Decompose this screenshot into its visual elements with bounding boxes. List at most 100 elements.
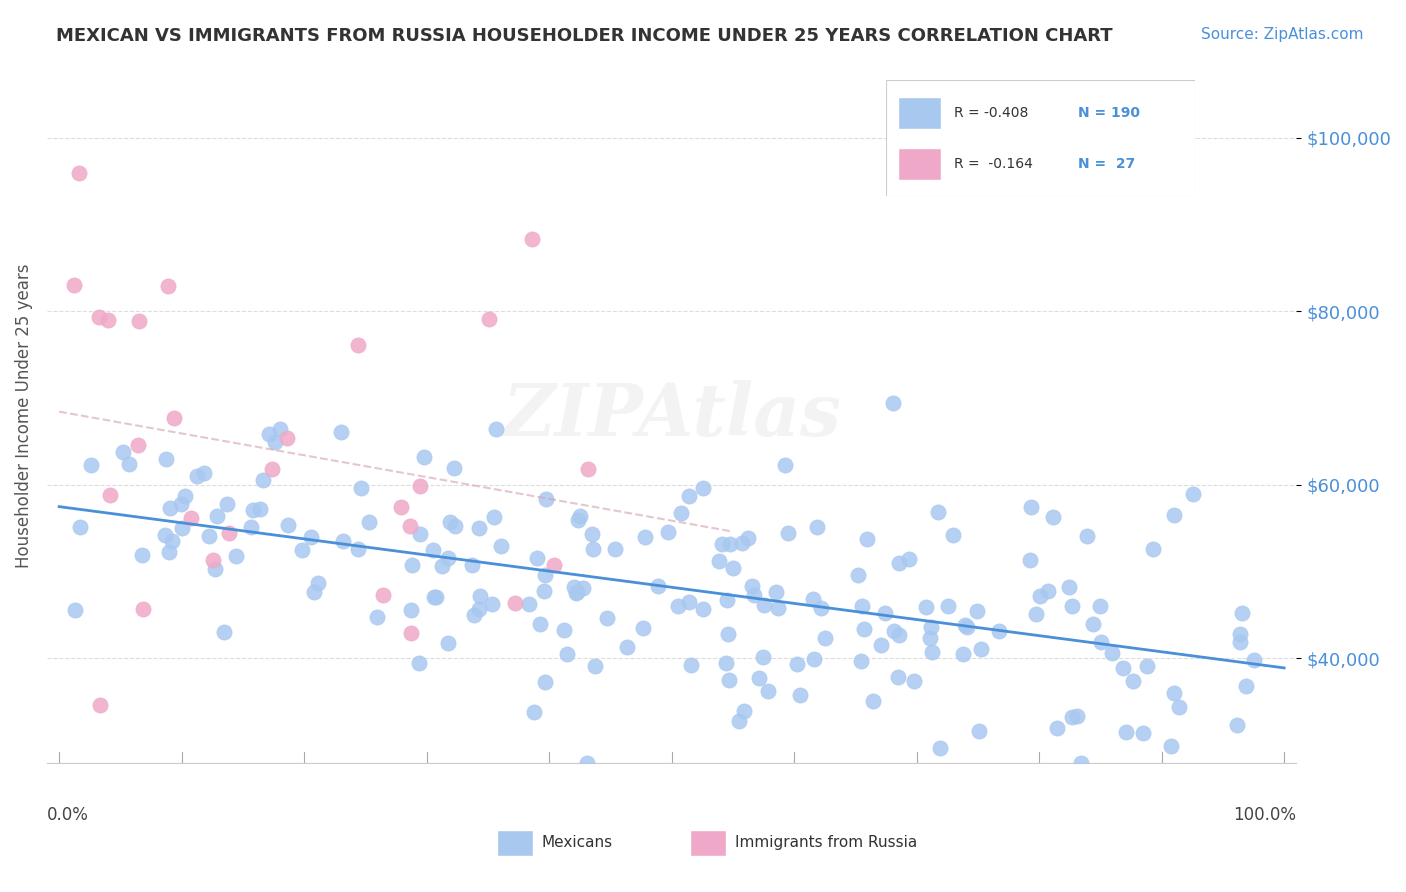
- Point: [307, 575, 329, 590]
- Point: [1081, 617, 1104, 632]
- Point: [357, 516, 380, 530]
- Point: [936, 599, 959, 613]
- FancyBboxPatch shape: [886, 80, 1195, 196]
- Y-axis label: Householder Income Under 25 years: Householder Income Under 25 years: [15, 263, 32, 568]
- Point: [180, 511, 202, 525]
- Point: [87, 310, 110, 324]
- Point: [366, 610, 388, 624]
- Point: [814, 631, 837, 645]
- Point: [1028, 589, 1050, 603]
- Point: [562, 580, 585, 594]
- Point: [118, 457, 141, 471]
- Point: [439, 515, 461, 529]
- Point: [257, 426, 280, 441]
- Point: [882, 396, 904, 410]
- Text: Source: ZipAtlas.com: Source: ZipAtlas.com: [1201, 27, 1364, 42]
- Point: [491, 540, 513, 554]
- Text: Mexicans: Mexicans: [541, 836, 613, 850]
- Point: [1070, 756, 1092, 770]
- Point: [967, 723, 990, 738]
- Point: [1232, 606, 1254, 620]
- Point: [468, 590, 491, 604]
- Point: [692, 481, 714, 495]
- Point: [803, 651, 825, 665]
- Point: [564, 586, 586, 600]
- Text: N =  27: N = 27: [1077, 157, 1135, 170]
- Point: [718, 537, 741, 551]
- Point: [862, 694, 884, 708]
- Point: [467, 601, 489, 615]
- Point: [988, 624, 1011, 639]
- Point: [716, 657, 738, 671]
- Point: [742, 588, 765, 602]
- Point: [707, 554, 730, 568]
- Point: [69, 520, 91, 534]
- Point: [437, 550, 460, 565]
- Point: [193, 466, 215, 480]
- Point: [883, 624, 905, 638]
- Point: [485, 422, 508, 436]
- Point: [576, 461, 599, 475]
- Point: [522, 705, 544, 719]
- Point: [197, 529, 219, 543]
- Point: [581, 541, 603, 556]
- Point: [786, 657, 808, 672]
- Point: [534, 568, 557, 582]
- Point: [952, 647, 974, 661]
- Text: ZIPAtlas: ZIPAtlas: [502, 380, 841, 451]
- Point: [1042, 510, 1064, 524]
- Point: [1090, 634, 1112, 648]
- Text: 0.0%: 0.0%: [46, 806, 89, 824]
- Point: [752, 649, 775, 664]
- Point: [170, 497, 193, 511]
- Point: [887, 556, 910, 570]
- Point: [1226, 718, 1249, 732]
- Point: [276, 431, 298, 445]
- Point: [163, 411, 186, 425]
- Point: [408, 656, 430, 670]
- Point: [717, 627, 740, 641]
- Point: [603, 542, 626, 557]
- Point: [929, 741, 952, 756]
- Point: [291, 543, 314, 558]
- Point: [269, 422, 291, 436]
- Point: [1160, 739, 1182, 753]
- Point: [98, 488, 121, 502]
- Point: [481, 597, 503, 611]
- Point: [748, 671, 770, 685]
- Point: [533, 674, 555, 689]
- Point: [444, 518, 467, 533]
- Point: [737, 531, 759, 545]
- Point: [332, 533, 354, 548]
- Point: [731, 536, 754, 550]
- Point: [1021, 500, 1043, 514]
- Point: [870, 638, 893, 652]
- Point: [1025, 607, 1047, 622]
- Point: [920, 620, 942, 634]
- Point: [765, 584, 787, 599]
- Point: [503, 596, 526, 610]
- Point: [461, 558, 484, 572]
- Point: [155, 452, 177, 467]
- Point: [67, 166, 90, 180]
- Point: [927, 505, 949, 519]
- Point: [711, 537, 734, 551]
- Point: [1182, 487, 1205, 501]
- Point: [212, 625, 235, 640]
- Point: [437, 636, 460, 650]
- Point: [1066, 709, 1088, 723]
- Point: [915, 600, 938, 615]
- Point: [346, 541, 368, 556]
- Point: [692, 602, 714, 616]
- Point: [678, 594, 700, 608]
- Point: [131, 549, 153, 563]
- Point: [186, 468, 208, 483]
- Point: [127, 437, 149, 451]
- Point: [350, 482, 373, 496]
- Point: [966, 604, 988, 618]
- Point: [242, 502, 264, 516]
- Point: [329, 425, 352, 440]
- Point: [969, 642, 991, 657]
- Point: [572, 581, 595, 595]
- Point: [204, 561, 226, 575]
